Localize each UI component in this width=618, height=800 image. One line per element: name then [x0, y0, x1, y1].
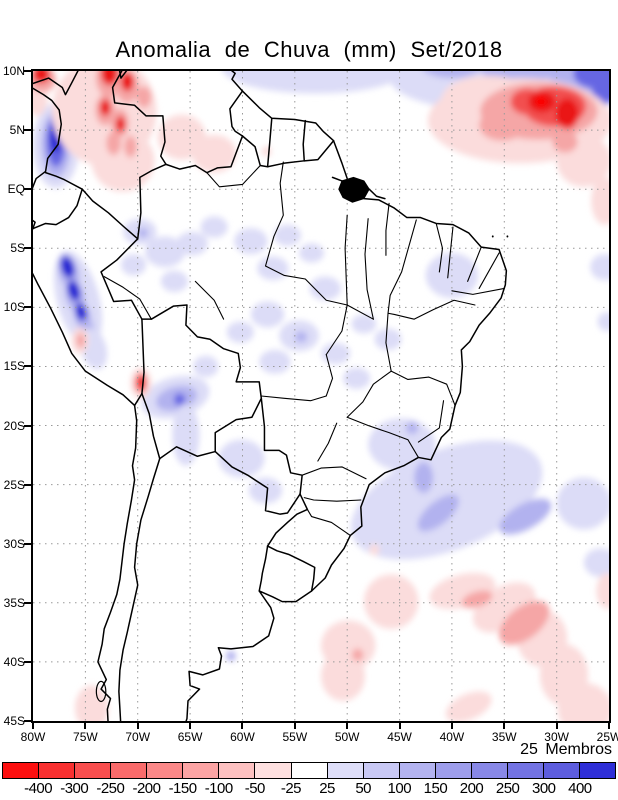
colorbar-cell: [362, 763, 399, 778]
lon-tick: [136, 723, 139, 729]
lon-tick: [398, 723, 401, 729]
colorbar-cell: [542, 763, 579, 778]
colorbar-cell: [326, 763, 363, 778]
chiloe-island: [96, 681, 105, 701]
colorbar-tick-label: -25: [280, 780, 302, 797]
lat-tick-label: 30S: [3, 536, 25, 551]
colorbar-cell: [434, 763, 471, 778]
lat-tick: [24, 424, 31, 427]
lat-tick: [24, 720, 31, 722]
colorbar-tick-label: -400: [24, 780, 53, 797]
lon-tick: [346, 723, 349, 729]
colorbar-tick-label: 300: [531, 780, 556, 797]
lat-tick-label: 5S: [10, 241, 25, 256]
chart-title: Anomalia de Chuva (mm) Set/2018: [115, 37, 503, 62]
lat-tick-label: 20S: [3, 418, 25, 433]
lat-tick: [24, 188, 31, 191]
lat-tick-label: EQ: [7, 182, 25, 197]
map-canvas: [33, 71, 609, 721]
colorbar-cell: [470, 763, 507, 778]
lon-tick-label: 60W: [230, 730, 255, 744]
colorbar-cell: [218, 763, 255, 778]
lon-tick-label: 80W: [20, 730, 46, 744]
colorbar-cell: [38, 763, 75, 778]
colorbar-cell: [398, 763, 435, 778]
lon-tick: [189, 723, 192, 729]
lat-tick-label: 35S: [3, 595, 25, 610]
colorbar-cell: [579, 763, 616, 778]
colorbar-cell: [506, 763, 543, 778]
colorbar-cell: [254, 763, 291, 778]
lon-tick: [503, 723, 506, 729]
lat-tick-label: 10S: [3, 300, 25, 315]
lon-tick: [84, 723, 87, 729]
lat-tick: [24, 660, 31, 663]
lat-tick: [24, 247, 31, 250]
lat-tick: [24, 129, 31, 132]
lat-tick: [24, 70, 31, 72]
lat-tick-label: 15S: [3, 359, 25, 374]
lon-tick: [293, 723, 296, 729]
colorbar-tick-label: 50: [355, 780, 372, 797]
colorbar-cell: [290, 763, 327, 778]
lat-tick: [24, 483, 31, 486]
colorbar-tick-label: 150: [423, 780, 448, 797]
anomaly-shading: [33, 71, 609, 721]
colorbar-tick-label: 100: [387, 780, 412, 797]
lon-tick-label: 75W: [73, 730, 98, 744]
colorbar-tick-label: -250: [96, 780, 125, 797]
lon-tick-label: 30W: [544, 730, 569, 744]
lat-tick: [24, 601, 31, 604]
colorbar-cell: [110, 763, 147, 778]
lat-tick-label: 40S: [3, 654, 25, 669]
map-frame: [31, 69, 611, 723]
state-borders: [104, 162, 504, 535]
colorbar-tick-label: 200: [459, 780, 484, 797]
lon-tick-label: 35W: [491, 730, 517, 744]
country-borders: [33, 71, 334, 721]
lon-tick: [608, 723, 610, 729]
colorbar-tick-label: -100: [204, 780, 234, 797]
colorbar-cell: [182, 763, 219, 778]
lon-tick-label: 25W: [596, 730, 618, 744]
lon-tick: [32, 723, 34, 729]
lat-tick-label: 10N: [2, 64, 25, 78]
lat-tick-label: 25S: [3, 477, 25, 492]
colorbar-tick-label: -200: [132, 780, 161, 797]
lon-tick-label: 40W: [439, 730, 465, 744]
lon-tick: [555, 723, 558, 729]
lon-tick-label: 45W: [387, 730, 412, 744]
colorbar-tick-label: -50: [244, 780, 266, 797]
lon-tick-label: 50W: [334, 730, 360, 744]
colorbar-cell: [74, 763, 111, 778]
amazon-delta: [333, 177, 509, 238]
lat-tick: [24, 542, 31, 545]
colorbar-tick-label: 250: [495, 780, 520, 797]
colorbar-tick-label: -150: [168, 780, 198, 797]
lon-tick: [241, 723, 244, 729]
colorbar-tick-label: -300: [60, 780, 89, 797]
lat-tick-label: 45S: [3, 714, 25, 728]
lat-tick-label: 5N: [9, 123, 25, 138]
colorbar: [2, 762, 616, 779]
ensemble-label: 25 Membros: [520, 741, 612, 758]
lon-tick: [450, 723, 453, 729]
colorbar-cell: [3, 763, 39, 778]
lat-tick: [24, 306, 31, 309]
colorbar-cell: [146, 763, 183, 778]
lat-tick: [24, 365, 31, 368]
colorbar-tick-label: 400: [568, 780, 592, 797]
lon-tick-label: 70W: [125, 730, 151, 744]
lon-tick-label: 65W: [177, 730, 203, 744]
lon-tick-label: 55W: [282, 730, 308, 744]
colorbar-tick-label: 25: [319, 780, 335, 797]
